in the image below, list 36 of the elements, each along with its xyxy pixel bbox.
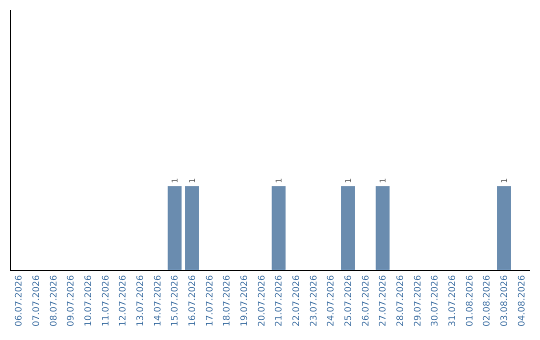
x-tick-label: 28.07.2026	[396, 274, 406, 327]
x-tick-label: 22.07.2026	[292, 274, 302, 327]
x-tick-label: 07.07.2026	[32, 274, 42, 327]
data-label: 1	[170, 178, 180, 184]
x-tick-label: 25.07.2026	[344, 274, 354, 327]
x-tick-label: 30.07.2026	[430, 274, 441, 327]
x-tick-label: 16.07.2026	[188, 274, 198, 327]
x-tick-label: 03.08.2026	[500, 274, 510, 327]
data-label: 1	[344, 178, 353, 184]
data-label: 1	[500, 178, 509, 184]
x-tick-label: 10.07.2026	[84, 274, 94, 327]
x-tick-label: 11.07.2026	[101, 274, 112, 327]
x-tick-label: 26.07.2026	[361, 274, 372, 327]
x-tick-label: 15.07.2026	[170, 274, 181, 327]
x-tick-label: 24.07.2026	[326, 274, 337, 327]
x-tick-label: 20.07.2026	[257, 274, 268, 327]
x-tick-label: 17.07.2026	[205, 274, 216, 327]
x-tick-label: 08.07.2026	[49, 274, 60, 327]
x-tick-label: 09.07.2026	[66, 274, 77, 327]
x-tick-label: 14.07.2026	[153, 274, 164, 327]
x-tick-label: 29.07.2026	[413, 274, 424, 327]
x-tick-label: 18.07.2026	[222, 274, 233, 327]
x-tick-label: 12.07.2026	[118, 274, 129, 327]
x-tick-label: 23.07.2026	[309, 274, 320, 327]
x-tick-label: 04.08.2026	[517, 274, 528, 327]
x-tick-label: 02.08.2026	[482, 274, 493, 327]
x-tick-label: 06.07.2026	[14, 274, 25, 327]
x-tick-label: 19.07.2026	[240, 274, 250, 327]
data-label: 1	[378, 178, 388, 184]
data-label: 1	[274, 178, 284, 184]
x-tick-label: 27.07.2026	[378, 274, 389, 327]
x-tick-label: 21.07.2026	[274, 274, 285, 327]
x-tick-label: 01.08.2026	[465, 274, 476, 327]
data-label: 1	[188, 178, 197, 184]
x-tick-label: 31.07.2026	[448, 274, 458, 327]
x-tick-label: 13.07.2026	[136, 274, 146, 327]
